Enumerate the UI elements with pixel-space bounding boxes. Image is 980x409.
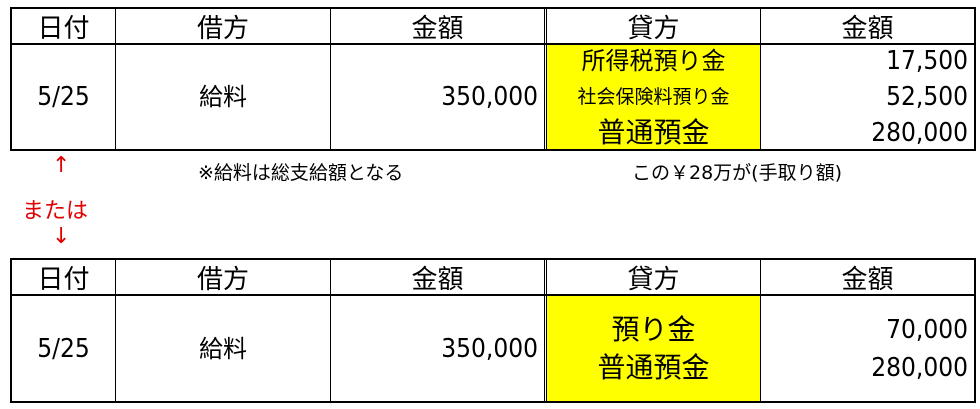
header-credit-amount: 金額 (841, 264, 894, 295)
credit-amounts: 17,500 52,500 280,000 (761, 45, 974, 149)
credit-account: 所得税預り金 (581, 47, 726, 75)
header-row: 日付 借方 金額 貸方 金額 (12, 260, 974, 296)
note-net-pay: この￥28万が(手取り額) (632, 162, 843, 184)
header-debit-amount: 金額 (331, 260, 547, 295)
note-gross-salary: ※給料は総支給額となる (198, 162, 404, 184)
header-debit-amount: 金額 (331, 9, 547, 44)
header-debit: 借方 (116, 9, 331, 44)
debit-account: 給料 (116, 45, 331, 149)
down-arrow-icon: ↓ (52, 224, 71, 249)
header-debit: 借方 (116, 260, 331, 295)
credit-amount: 280,000 (871, 352, 968, 383)
header-credit: 貸方 (547, 9, 761, 44)
header-credit: 貸方 (547, 260, 761, 295)
up-arrow-icon: ↑ (52, 153, 71, 178)
credit-amount: 280,000 (871, 118, 968, 148)
table-row: 5/25 給料 350,000 所得税預り金 社会保険料預り金 普通預金 17,… (12, 45, 974, 149)
table-row: 5/25 給料 350,000 預り金 普通預金 70,000 280,000 (12, 296, 974, 401)
alternative-label: または (22, 199, 89, 224)
date: 5/25 (12, 296, 116, 401)
date: 5/25 (12, 45, 116, 149)
credit-amount: 52,500 (886, 82, 968, 112)
credit-account: 普通預金 (597, 116, 710, 149)
credit-amount: 17,500 (886, 46, 968, 76)
credit-amounts: 70,000 280,000 (761, 296, 974, 401)
credit-amount: 70,000 (886, 314, 968, 345)
credit-account: 社会保険料預り金 (577, 86, 730, 108)
journal-table-1: 日付 借方 金額 貸方 金額 5/25 給料 350,000 所得税預り金 社会… (10, 7, 976, 151)
header-credit-amount: 金額 (841, 13, 894, 44)
debit-amount: 350,000 (331, 45, 547, 149)
credit-accounts: 所得税預り金 社会保険料預り金 普通預金 (547, 45, 761, 149)
credit-account: 普通預金 (597, 350, 710, 384)
debit-account: 給料 (116, 296, 331, 401)
credit-accounts: 預り金 普通預金 (547, 296, 761, 401)
credit-account: 預り金 (611, 312, 696, 346)
header-row: 日付 借方 金額 貸方 金額 (12, 9, 974, 45)
header-date: 日付 (12, 260, 116, 295)
debit-amount: 350,000 (331, 296, 547, 401)
header-date: 日付 (12, 9, 116, 44)
journal-table-2: 日付 借方 金額 貸方 金額 5/25 給料 350,000 預り金 普通預金 … (10, 258, 976, 403)
